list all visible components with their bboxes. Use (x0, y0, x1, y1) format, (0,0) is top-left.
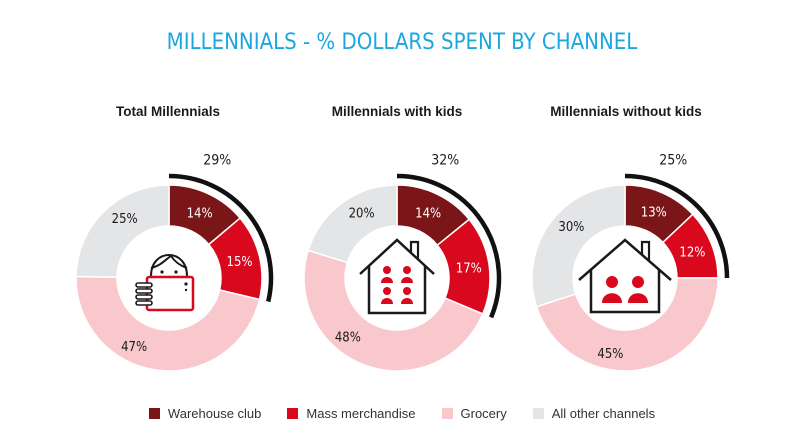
label-all-other-channels: 25% (112, 212, 138, 227)
legend-swatch (148, 408, 160, 419)
slice-all-other-channels (531, 184, 626, 308)
combined-label: 29% (203, 153, 231, 169)
legend-item-mass-merchandise: Mass merchandise (287, 406, 416, 421)
label-warehouse-club: 14% (187, 206, 213, 221)
legend-item-grocery: Grocery (441, 406, 507, 421)
house-with-couple-icon (578, 238, 672, 314)
label-mass-merchandise: 17% (456, 262, 482, 277)
legend-swatch (532, 408, 544, 419)
slice-all-other-channels (307, 184, 398, 264)
donut-without-kids: 13% 12% 45% 30% 25% (531, 153, 730, 372)
combined-arc (624, 173, 730, 279)
slice-grocery (535, 277, 719, 372)
label-all-other-channels: 20% (349, 206, 375, 221)
slice-grocery (303, 249, 484, 372)
legend-item-warehouse-club: Warehouse club (148, 406, 262, 421)
legend-swatch (287, 408, 299, 419)
panel-title-without-kids: Millennials without kids (550, 104, 702, 119)
legend-label: All other channels (551, 406, 656, 421)
legend-label: Warehouse club (167, 406, 262, 421)
label-mass-merchandise: 15% (227, 255, 253, 270)
label-grocery: 45% (597, 347, 623, 362)
panel-title-total: Total Millennials (115, 104, 220, 119)
legend-label: Grocery (460, 406, 507, 421)
combined-label: 32% (431, 153, 459, 169)
donut-hole (574, 227, 676, 329)
combined-label: 25% (659, 153, 687, 169)
chart-title: MILLENNIALS - % DOLLARS SPENT BY CHANNEL (166, 30, 638, 55)
label-grocery: 48% (335, 331, 361, 346)
slice-grocery (75, 275, 261, 372)
panel-title-with-kids: Millennials with kids (331, 104, 463, 119)
legend-label: Mass merchandise (306, 406, 416, 421)
combined-arc (396, 173, 502, 319)
donut-hole (346, 227, 448, 329)
label-all-other-channels: 30% (558, 220, 584, 235)
legend-swatch (441, 408, 453, 419)
slice-all-other-channels (75, 184, 170, 278)
label-grocery: 47% (121, 340, 147, 355)
label-mass-merchandise: 12% (679, 245, 705, 260)
legend-item-all-other-channels: All other channels (532, 406, 656, 421)
legend: Warehouse club Mass merchandise Grocery All… (0, 406, 804, 421)
donut-with-kids: 14% 17% 48% 20% 32% (303, 153, 502, 372)
label-warehouse-club: 14% (415, 207, 441, 222)
combined-arc (168, 173, 274, 303)
donut-total: 14% 15% 47% 25% 29% (75, 153, 274, 372)
label-warehouse-club: 13% (641, 205, 667, 220)
house-with-family-icon (359, 238, 435, 315)
person-with-phone-icon (135, 254, 195, 312)
